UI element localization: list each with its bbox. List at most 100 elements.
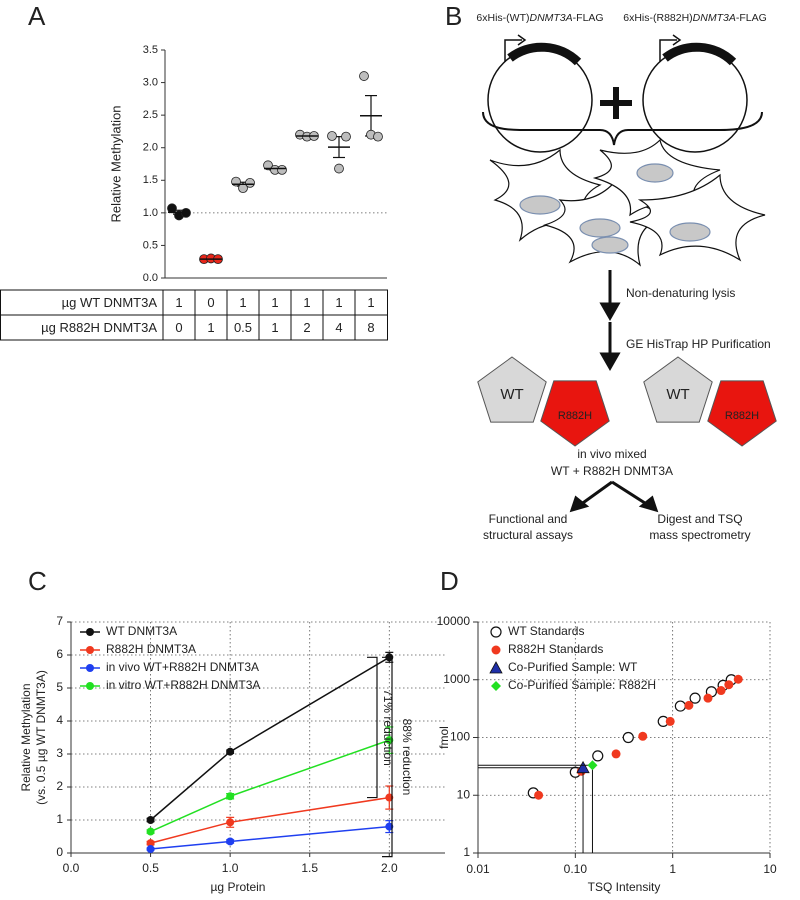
table-cell: 4 bbox=[335, 320, 342, 335]
table-cell: 1 bbox=[175, 295, 182, 310]
marker bbox=[534, 790, 544, 800]
table-cell: 0 bbox=[207, 295, 214, 310]
plasmid-insert bbox=[662, 42, 737, 66]
data-point bbox=[334, 163, 344, 174]
protein bbox=[643, 356, 713, 423]
plasmid-label: 6xHis-(R882H)DNMT3A-FLAG bbox=[623, 12, 767, 24]
data-point bbox=[277, 164, 287, 175]
annotation: 88% reduction bbox=[400, 719, 414, 796]
y-tick-label: 1 bbox=[56, 812, 63, 826]
y-axis-label: Relative Methylation bbox=[108, 105, 123, 222]
marker bbox=[622, 731, 634, 744]
step-label: Non-denaturing lysis bbox=[626, 286, 735, 300]
plasmid-insert bbox=[507, 42, 582, 66]
x-tick-label: 0.5 bbox=[142, 861, 159, 875]
plasmid-diagram bbox=[482, 34, 763, 153]
table-row bbox=[0, 289, 388, 316]
output-label: Digest and TSQ bbox=[657, 512, 742, 526]
bracket bbox=[367, 656, 378, 799]
cells bbox=[489, 138, 766, 267]
table-row-label: µg WT DNMT3A bbox=[62, 295, 158, 310]
marker bbox=[689, 692, 701, 704]
marker bbox=[611, 749, 621, 759]
nucleus bbox=[591, 236, 629, 254]
y-tick-label: 3.5 bbox=[143, 44, 158, 56]
plasmid-label-part: DNMT3A bbox=[529, 12, 572, 24]
legend-label: WT DNMT3A bbox=[106, 624, 177, 638]
marker bbox=[724, 680, 734, 690]
legend-marker bbox=[86, 682, 94, 690]
marker bbox=[674, 700, 686, 712]
data-point bbox=[167, 203, 177, 214]
promoter-arrow bbox=[517, 34, 527, 46]
table-cell: 8 bbox=[367, 320, 374, 335]
table-cell: 2 bbox=[303, 320, 310, 335]
arrow-head bbox=[599, 302, 621, 322]
y-tick-label: 6 bbox=[56, 647, 63, 661]
panel-label: C bbox=[28, 566, 47, 596]
series-line bbox=[150, 825, 390, 850]
data-point bbox=[146, 845, 155, 854]
cell bbox=[629, 173, 766, 262]
legend-label: in vivo WT+R882H DNMT3A bbox=[106, 660, 259, 674]
panel-label: A bbox=[28, 1, 46, 31]
marker bbox=[716, 686, 726, 696]
output-label: mass spectrometry bbox=[649, 528, 750, 542]
data-point bbox=[385, 736, 394, 745]
legend-marker bbox=[86, 628, 94, 636]
y-axis-label: Relative Methylation bbox=[19, 683, 33, 791]
plasmid-label-part: -FLAG bbox=[573, 12, 604, 24]
series-line bbox=[150, 739, 390, 833]
marker bbox=[592, 750, 604, 762]
protein-label: WT bbox=[666, 386, 689, 403]
protein bbox=[707, 380, 777, 447]
legend-marker bbox=[86, 664, 94, 672]
table-cell: 0.5 bbox=[234, 320, 252, 335]
y-tick-label: 2.0 bbox=[143, 142, 158, 154]
y-tick-label: 4 bbox=[56, 713, 63, 727]
data-point bbox=[373, 131, 383, 142]
legend-marker bbox=[86, 646, 94, 654]
y-tick-label: 2 bbox=[56, 779, 63, 793]
protein bbox=[540, 380, 610, 447]
data-point bbox=[146, 827, 155, 836]
plasmid-label-part: 6xHis-(R882H) bbox=[623, 12, 692, 24]
y-tick-label: 0.0 bbox=[143, 272, 158, 284]
x-tick-label: 1.5 bbox=[301, 861, 318, 875]
arrow-head bbox=[569, 495, 590, 513]
arrow bbox=[579, 480, 649, 507]
x-tick-label: 1.0 bbox=[222, 861, 239, 875]
x-tick-label: 1 bbox=[669, 862, 676, 876]
data-point bbox=[226, 837, 235, 846]
series-line bbox=[150, 796, 390, 844]
panel-label: B bbox=[445, 1, 462, 31]
legend-label: Co-Purified Sample: WT bbox=[508, 660, 638, 674]
data-point bbox=[245, 177, 255, 188]
plasmid-label-part: 6xHis-(WT) bbox=[476, 12, 529, 24]
y-tick-label: 2.5 bbox=[143, 109, 158, 121]
plasmid-label-part: -FLAG bbox=[736, 12, 767, 24]
protein bbox=[477, 356, 547, 423]
data-point bbox=[146, 816, 155, 824]
legend-label: in vitro WT+R882H DNMT3A bbox=[106, 678, 260, 692]
promoter-arrow bbox=[504, 39, 522, 62]
x-tick-label: 0.01 bbox=[466, 862, 490, 876]
arrow-head bbox=[638, 495, 659, 513]
legend-label: R882H DNMT3A bbox=[106, 642, 196, 656]
protein-label: R882H bbox=[725, 410, 759, 422]
y-tick-label: 0 bbox=[56, 845, 63, 859]
y-axis-label: (vs. 0.5 µg WT DNMT3A) bbox=[34, 670, 48, 805]
data-point bbox=[385, 822, 394, 831]
promoter-arrow bbox=[672, 34, 682, 46]
y-tick-label: 10 bbox=[457, 787, 471, 801]
plasmid-label: 6xHis-(WT)DNMT3A-FLAG bbox=[476, 12, 603, 24]
marker bbox=[490, 626, 502, 638]
marker bbox=[587, 760, 598, 771]
table-cell: 1 bbox=[303, 295, 310, 310]
marker bbox=[489, 661, 503, 674]
mix-label: WT + R882H DNMT3A bbox=[551, 464, 673, 478]
table-cell: 1 bbox=[335, 295, 342, 310]
table-cell: 1 bbox=[271, 295, 278, 310]
y-axis-label: fmol bbox=[437, 726, 451, 749]
